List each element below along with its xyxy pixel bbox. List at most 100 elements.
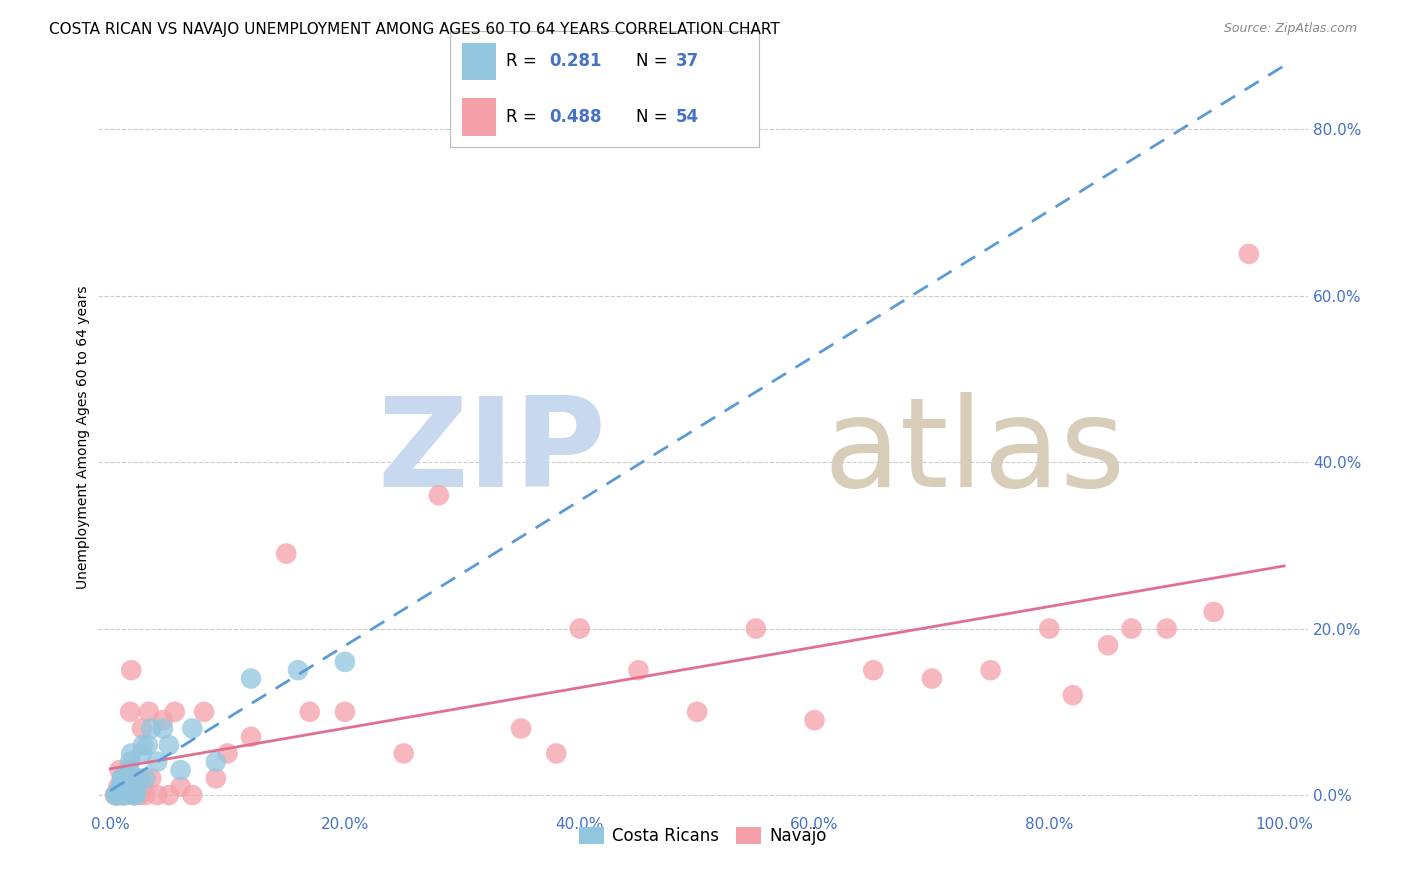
Point: [169, 780, 191, 794]
Text: Source: ZipAtlas.com: Source: ZipAtlas.com: [1223, 22, 1357, 36]
FancyBboxPatch shape: [463, 98, 496, 136]
Point: [122, 788, 145, 802]
Point: [152, 722, 174, 736]
Point: [105, 788, 128, 802]
Point: [125, 780, 148, 794]
Point: [1097, 638, 1119, 652]
Point: [298, 705, 321, 719]
Point: [568, 622, 591, 636]
Text: COSTA RICAN VS NAVAJO UNEMPLOYMENT AMONG AGES 60 TO 64 YEARS CORRELATION CHART: COSTA RICAN VS NAVAJO UNEMPLOYMENT AMONG…: [49, 22, 780, 37]
Point: [128, 772, 150, 786]
Point: [169, 763, 191, 777]
Point: [1121, 622, 1143, 636]
Point: [111, 780, 134, 794]
Point: [124, 788, 146, 802]
Point: [105, 788, 128, 802]
Point: [333, 705, 356, 719]
Point: [104, 788, 127, 802]
Point: [217, 747, 239, 761]
Point: [111, 788, 134, 802]
Point: [980, 663, 1002, 677]
Point: [287, 663, 309, 677]
Point: [125, 788, 148, 802]
Point: [120, 755, 142, 769]
Point: [181, 788, 204, 802]
Point: [132, 738, 155, 752]
Point: [120, 747, 142, 761]
Point: [112, 788, 135, 802]
Point: [117, 772, 139, 786]
Point: [392, 747, 415, 761]
Point: [138, 705, 160, 719]
Point: [510, 722, 533, 736]
Point: [115, 772, 138, 786]
Point: [333, 655, 356, 669]
Point: [111, 772, 134, 786]
Point: [117, 772, 139, 786]
Point: [627, 663, 650, 677]
Point: [115, 772, 138, 786]
Point: [1202, 605, 1225, 619]
Point: [118, 763, 141, 777]
Text: 37: 37: [676, 53, 699, 70]
Point: [240, 672, 263, 686]
Point: [131, 747, 153, 761]
Point: [193, 705, 215, 719]
Point: [546, 747, 568, 761]
Point: [152, 713, 174, 727]
Point: [276, 547, 298, 561]
Point: [110, 780, 132, 794]
Point: [120, 705, 142, 719]
Point: [128, 788, 150, 802]
Point: [134, 772, 156, 786]
Point: [134, 788, 156, 802]
Point: [1156, 622, 1178, 636]
Text: 54: 54: [676, 108, 699, 126]
Point: [108, 763, 131, 777]
Point: [111, 772, 134, 786]
Point: [131, 722, 153, 736]
Text: atlas: atlas: [824, 392, 1126, 513]
Point: [120, 663, 142, 677]
Point: [122, 788, 145, 802]
Text: N =: N =: [636, 108, 672, 126]
Point: [111, 780, 134, 794]
Text: 0.281: 0.281: [548, 53, 602, 70]
Point: [1038, 622, 1060, 636]
Point: [105, 788, 128, 802]
Point: [105, 788, 128, 802]
Text: N =: N =: [636, 53, 672, 70]
Point: [181, 722, 204, 736]
Point: [204, 772, 226, 786]
Text: R =: R =: [506, 108, 541, 126]
Point: [107, 780, 129, 794]
Legend: Costa Ricans, Navajo: Costa Ricans, Navajo: [572, 821, 834, 852]
Point: [118, 763, 141, 777]
Point: [136, 738, 159, 752]
Point: [112, 788, 135, 802]
FancyBboxPatch shape: [463, 43, 496, 80]
Point: [1237, 247, 1260, 261]
Point: [745, 622, 768, 636]
Point: [114, 780, 136, 794]
Point: [921, 672, 943, 686]
Point: [141, 722, 163, 736]
Point: [163, 705, 186, 719]
Point: [427, 488, 450, 502]
Point: [105, 788, 128, 802]
Point: [157, 788, 180, 802]
Point: [146, 755, 169, 769]
Point: [112, 788, 135, 802]
Point: [122, 772, 145, 786]
Point: [146, 788, 169, 802]
Point: [862, 663, 884, 677]
Point: [127, 780, 149, 794]
Point: [686, 705, 709, 719]
Point: [114, 788, 136, 802]
Point: [108, 788, 131, 802]
Y-axis label: Unemployment Among Ages 60 to 64 years: Unemployment Among Ages 60 to 64 years: [76, 285, 90, 589]
Point: [141, 772, 163, 786]
Text: 0.488: 0.488: [548, 108, 602, 126]
Point: [157, 738, 180, 752]
Point: [204, 755, 226, 769]
